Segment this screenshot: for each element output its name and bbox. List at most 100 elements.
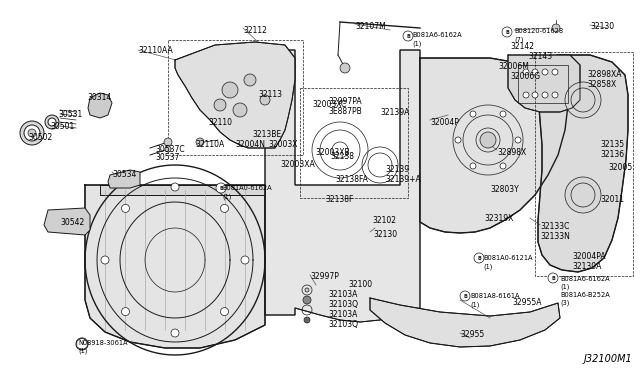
Text: 32004P: 32004P (430, 118, 459, 127)
Bar (300, 88, 408, 198)
Text: B081A6-6162A: B081A6-6162A (412, 32, 461, 38)
Polygon shape (100, 185, 265, 195)
Text: 32003XC: 32003XC (312, 100, 346, 109)
Text: 32133C: 32133C (540, 222, 570, 231)
Text: 30542: 30542 (60, 218, 84, 227)
Text: 32100: 32100 (348, 280, 372, 289)
Text: B08120-61628: B08120-61628 (514, 28, 563, 34)
Text: 32006G: 32006G (510, 72, 540, 81)
Circle shape (171, 329, 179, 337)
Text: (1): (1) (560, 284, 570, 291)
Text: N08918-3061A: N08918-3061A (78, 340, 127, 346)
Circle shape (500, 163, 506, 169)
Circle shape (542, 69, 548, 75)
Text: 32143: 32143 (528, 52, 552, 61)
Text: 32138F: 32138F (325, 195, 353, 204)
Polygon shape (538, 55, 628, 272)
Text: 32110: 32110 (208, 118, 232, 127)
Polygon shape (370, 298, 560, 347)
Text: 32898X: 32898X (497, 148, 526, 157)
Polygon shape (265, 50, 420, 322)
Circle shape (552, 24, 560, 32)
Text: 30534: 30534 (112, 170, 136, 179)
Text: 32997P: 32997P (310, 272, 339, 281)
Circle shape (305, 288, 309, 292)
Circle shape (171, 183, 179, 191)
Circle shape (303, 296, 311, 304)
Text: 32955A: 32955A (512, 298, 541, 307)
Text: B: B (463, 294, 467, 298)
Text: 32113: 32113 (258, 90, 282, 99)
Text: 32997PA: 32997PA (328, 97, 362, 106)
Circle shape (216, 183, 226, 193)
Circle shape (571, 88, 595, 112)
Circle shape (233, 103, 247, 117)
Circle shape (244, 74, 256, 86)
Text: 30537: 30537 (155, 153, 179, 162)
Text: 32006M: 32006M (498, 62, 529, 71)
Text: B081A0-6162A: B081A0-6162A (222, 185, 271, 191)
Text: 32003XA: 32003XA (280, 160, 315, 169)
Text: 32011: 32011 (600, 195, 624, 204)
Text: 32135: 32135 (600, 140, 624, 149)
Text: 32139: 32139 (385, 165, 409, 174)
Text: 32102: 32102 (372, 216, 396, 225)
Circle shape (196, 138, 204, 146)
Circle shape (532, 69, 538, 75)
Text: 32138: 32138 (330, 152, 354, 161)
Text: 32139+A: 32139+A (385, 175, 420, 184)
Text: 32103Q: 32103Q (328, 320, 358, 329)
Circle shape (214, 99, 226, 111)
Text: 30531: 30531 (58, 110, 83, 119)
Text: 30314: 30314 (87, 93, 111, 102)
Text: 32130A: 32130A (572, 262, 602, 271)
Text: (1): (1) (483, 263, 492, 269)
Circle shape (221, 204, 228, 212)
Text: 32110A: 32110A (195, 140, 224, 149)
Text: 32858X: 32858X (587, 80, 616, 89)
Circle shape (500, 111, 506, 117)
Text: 32107M: 32107M (355, 22, 386, 31)
Circle shape (474, 253, 484, 263)
Text: 32130: 32130 (373, 230, 397, 239)
Text: B081A0-6121A: B081A0-6121A (483, 255, 532, 261)
Text: 30501: 30501 (50, 122, 74, 131)
Text: 30502: 30502 (28, 133, 52, 142)
Circle shape (455, 137, 461, 143)
Circle shape (403, 31, 413, 41)
Text: 32955: 32955 (460, 330, 484, 339)
Circle shape (552, 69, 558, 75)
Text: B: B (219, 186, 223, 190)
Text: 32003XB: 32003XB (315, 148, 349, 157)
Text: B081A6-B252A: B081A6-B252A (560, 292, 610, 298)
Circle shape (164, 138, 172, 146)
Text: 3213BE: 3213BE (252, 130, 281, 139)
Polygon shape (85, 185, 265, 348)
Circle shape (565, 177, 601, 213)
Text: (1): (1) (78, 348, 88, 355)
Text: B: B (551, 276, 555, 280)
Circle shape (565, 82, 601, 118)
Circle shape (28, 129, 36, 137)
Circle shape (502, 27, 512, 37)
Circle shape (165, 146, 171, 152)
Text: (1): (1) (412, 40, 421, 46)
Text: 32138FA: 32138FA (335, 175, 368, 184)
Circle shape (515, 137, 521, 143)
Text: 32005: 32005 (608, 163, 632, 172)
Circle shape (340, 63, 350, 73)
Text: 32003X: 32003X (268, 140, 298, 149)
Text: 32004N: 32004N (235, 140, 265, 149)
Circle shape (523, 92, 529, 98)
Text: 32803Y: 32803Y (490, 185, 519, 194)
Circle shape (45, 115, 59, 129)
Polygon shape (108, 170, 140, 188)
Text: 32103A: 32103A (328, 310, 357, 319)
Circle shape (101, 256, 109, 264)
Text: (1): (1) (222, 193, 232, 199)
Text: 32004PA: 32004PA (572, 252, 605, 261)
Circle shape (122, 308, 129, 315)
Text: B081A8-6161A: B081A8-6161A (470, 293, 520, 299)
Circle shape (222, 82, 238, 98)
Circle shape (20, 121, 44, 145)
